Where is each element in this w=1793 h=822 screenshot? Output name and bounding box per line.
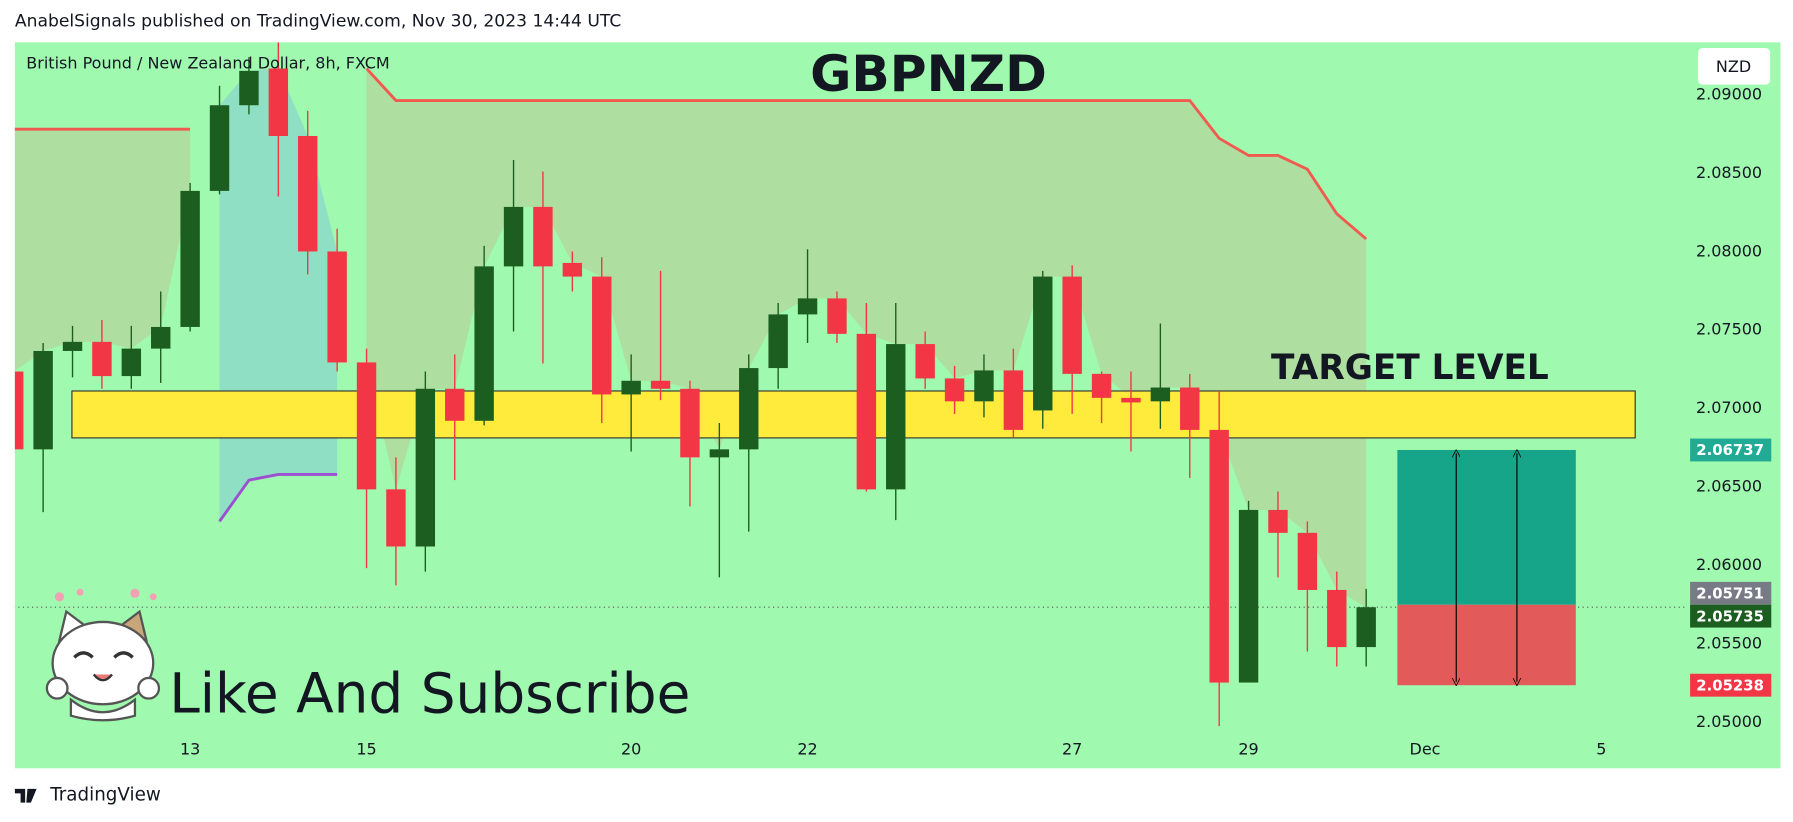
y-tick-label: 2.08500 — [1696, 163, 1762, 182]
candle-body — [445, 388, 465, 421]
candle-body — [121, 348, 142, 377]
chart-title: GBPNZD — [810, 44, 1047, 103]
candle-body — [14, 371, 24, 450]
candle-body — [474, 266, 494, 421]
symbol: British Pound / New Zealand Dollar, 8h, … — [26, 54, 389, 73]
x-tick-label: 20 — [621, 739, 641, 758]
candle-body — [1297, 532, 1318, 590]
candle-body — [1209, 429, 1229, 683]
candle-body — [1150, 387, 1171, 402]
candle-body — [386, 489, 406, 547]
candle-body — [62, 341, 83, 351]
candle-body — [915, 344, 935, 379]
y-tick-label: 2.06500 — [1696, 477, 1762, 496]
loss-zone — [1397, 604, 1576, 686]
y-tick-label: 2.05500 — [1696, 634, 1762, 653]
x-tick-label: 15 — [356, 739, 376, 758]
target-label: TARGET LEVEL — [1271, 348, 1549, 388]
x-tick-label: 5 — [1596, 739, 1606, 758]
y-tick-label: 2.08000 — [1696, 241, 1762, 260]
candle-body — [621, 380, 641, 395]
indicator-line — [218, 473, 338, 523]
candle-body — [268, 68, 289, 136]
candle-body — [650, 380, 671, 389]
candle-body — [592, 276, 612, 395]
stop-price-box — [1690, 673, 1772, 697]
candle-body — [298, 135, 318, 252]
candle-body — [1180, 387, 1200, 430]
candle-body — [33, 350, 53, 450]
y-tick-label: 2.06000 — [1696, 555, 1762, 574]
x-tick-label: 27 — [1062, 739, 1082, 758]
candle-body — [856, 333, 877, 490]
candle-body — [503, 206, 524, 267]
header: AnabelSignals published on TradingView.c… — [15, 12, 621, 32]
candle-body — [1033, 276, 1053, 411]
overlay: 2.05000 2.05500 2.06000 2.06500 2.07000 2.075… — [180, 84, 1772, 758]
sticker — [45, 588, 161, 722]
target-zone — [71, 390, 1636, 439]
indicator-fill — [366, 68, 1367, 608]
y-tick-label: 2.09000 — [1696, 84, 1762, 103]
candle-body — [1091, 373, 1112, 398]
y-tick-label: 2.07500 — [1696, 320, 1762, 339]
target-price: 2.06737 — [1696, 441, 1764, 459]
x-tick-label: 29 — [1238, 739, 1258, 758]
candle-body — [974, 370, 994, 402]
candle-body — [827, 298, 847, 334]
candle-body — [1238, 509, 1259, 683]
candle-body — [327, 251, 347, 363]
plot-area — [14, 42, 1687, 727]
candle-body — [562, 262, 583, 277]
indicator-fill — [14, 129, 191, 371]
profit-zone — [1397, 449, 1576, 605]
y-tick-label: 2.05000 — [1696, 712, 1762, 731]
entry-price: 2.05751 — [1696, 584, 1764, 602]
candle-body — [709, 449, 730, 458]
candle-body — [797, 298, 818, 315]
target-price-box — [1690, 438, 1772, 462]
candle-body — [533, 206, 553, 267]
stop-price: 2.05238 — [1696, 676, 1764, 694]
candle-body — [415, 388, 436, 547]
candle-body — [356, 362, 377, 490]
last-price: 2.05735 — [1696, 607, 1764, 625]
x-tick-label: 22 — [797, 739, 817, 758]
brand-logo — [14, 788, 37, 803]
currency[interactable]: NZD — [1716, 57, 1751, 76]
x-tick-label: 13 — [180, 739, 200, 758]
candle-body — [739, 368, 759, 450]
candle-body — [768, 314, 788, 369]
last-price-box — [1690, 604, 1772, 628]
candle-body — [944, 378, 965, 402]
candle-body — [1356, 607, 1376, 648]
candle-body — [886, 344, 906, 490]
candle-body — [151, 326, 171, 349]
candle-body — [1327, 589, 1347, 648]
x-tick-label: Dec — [1409, 739, 1440, 758]
candle-body — [1268, 509, 1288, 533]
candle-body — [1003, 370, 1024, 430]
candle-body — [680, 388, 700, 458]
candle-body — [1062, 276, 1082, 374]
candle-body — [1121, 397, 1141, 403]
indicator-line — [365, 67, 1368, 241]
candle-body — [209, 105, 230, 191]
candle-body — [239, 70, 259, 106]
candle-body — [180, 190, 200, 327]
y-tick-label: 2.07000 — [1696, 398, 1762, 417]
currency-box[interactable] — [1698, 48, 1771, 85]
candle-body — [92, 341, 112, 377]
brand[interactable]: TradingView — [49, 785, 161, 806]
caption: Like And Subscribe — [169, 662, 690, 726]
entry-price-box — [1690, 581, 1772, 605]
